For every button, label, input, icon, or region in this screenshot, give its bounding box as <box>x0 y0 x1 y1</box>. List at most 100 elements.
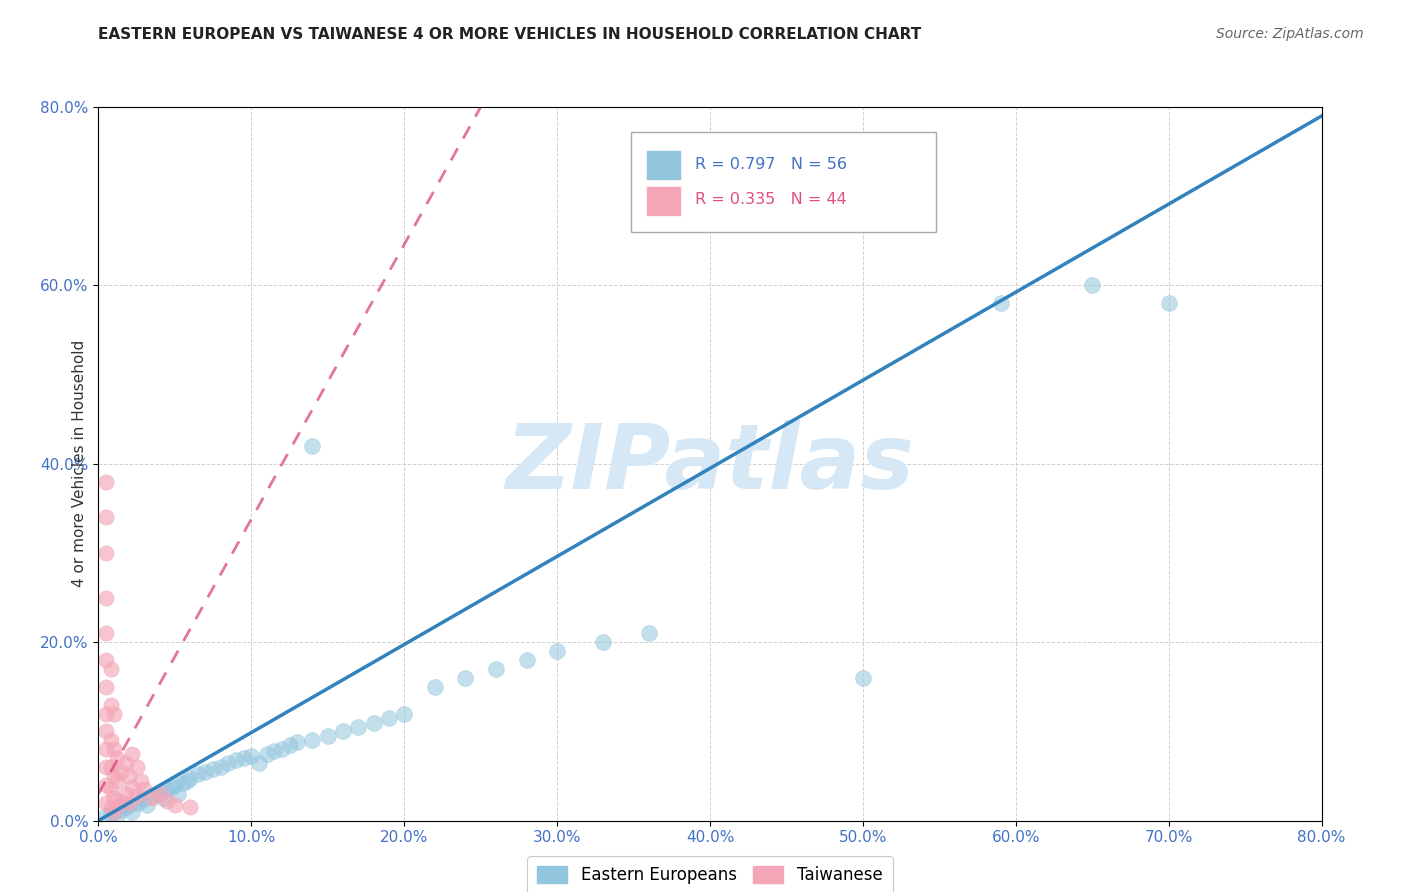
Point <box>94 742 117 756</box>
Point <box>179 800 201 814</box>
Point <box>115 800 138 814</box>
Point <box>94 510 117 524</box>
Point <box>100 662 122 676</box>
FancyBboxPatch shape <box>630 132 936 232</box>
Point <box>256 747 278 761</box>
Point <box>103 769 125 783</box>
Point <box>121 780 143 794</box>
Bar <box>647 150 681 180</box>
Point <box>1157 296 1180 310</box>
Point <box>115 787 138 801</box>
Point <box>94 475 117 489</box>
Point <box>103 805 125 819</box>
Point <box>149 787 172 801</box>
Point <box>110 803 132 817</box>
Point <box>121 747 143 761</box>
Point <box>156 794 179 808</box>
Legend: Eastern Europeans, Taiwanese: Eastern Europeans, Taiwanese <box>527 856 893 892</box>
Point <box>160 780 183 794</box>
Point <box>546 644 568 658</box>
Point <box>103 805 125 819</box>
Point <box>347 720 370 734</box>
Point <box>105 773 128 788</box>
Point <box>94 680 117 694</box>
Point <box>270 742 292 756</box>
Point <box>990 296 1012 310</box>
Point <box>278 738 301 752</box>
Point <box>129 794 152 808</box>
Point <box>217 756 239 770</box>
Point <box>100 782 122 797</box>
Point <box>179 771 201 785</box>
Point <box>149 785 172 799</box>
Point <box>125 789 148 803</box>
Point <box>225 753 247 767</box>
Point <box>125 796 148 810</box>
Point <box>156 782 179 797</box>
Point <box>172 776 194 790</box>
Point <box>118 769 141 783</box>
Text: EASTERN EUROPEAN VS TAIWANESE 4 OR MORE VEHICLES IN HOUSEHOLD CORRELATION CHART: EASTERN EUROPEAN VS TAIWANESE 4 OR MORE … <box>98 27 922 42</box>
Point <box>378 711 401 725</box>
Point <box>105 797 128 812</box>
Point <box>100 733 122 747</box>
Point <box>94 809 117 823</box>
Point <box>363 715 385 730</box>
Point <box>105 751 128 765</box>
Point <box>423 680 446 694</box>
Point <box>176 773 198 788</box>
Point <box>301 439 323 453</box>
Point <box>316 729 339 743</box>
Point <box>263 744 285 758</box>
Point <box>103 706 125 721</box>
Point <box>125 760 148 774</box>
Point <box>103 742 125 756</box>
Point <box>136 797 159 812</box>
Point <box>152 791 174 805</box>
Point <box>454 671 477 685</box>
Point <box>94 706 117 721</box>
Point <box>134 791 156 805</box>
Point <box>115 756 138 770</box>
Point <box>141 789 163 803</box>
Text: R = 0.797   N = 56: R = 0.797 N = 56 <box>696 157 848 171</box>
Point <box>94 760 117 774</box>
Point <box>100 698 122 712</box>
Y-axis label: 4 or more Vehicles in Household: 4 or more Vehicles in Household <box>72 340 87 588</box>
Point <box>852 671 875 685</box>
Point <box>240 749 263 764</box>
Point <box>301 733 323 747</box>
Point <box>163 797 186 812</box>
Point <box>121 805 143 819</box>
Point <box>94 778 117 792</box>
Point <box>167 787 190 801</box>
Point <box>100 806 122 821</box>
Point <box>110 794 132 808</box>
Point <box>118 796 141 810</box>
Point <box>592 635 614 649</box>
Point <box>94 591 117 605</box>
Point <box>637 626 661 640</box>
Point <box>100 760 122 774</box>
Point <box>392 706 416 721</box>
Point <box>194 764 217 779</box>
Point <box>94 724 117 739</box>
Point <box>134 782 156 797</box>
Point <box>332 724 354 739</box>
Point <box>100 800 122 814</box>
Point <box>110 764 132 779</box>
Text: ZIPatlas: ZIPatlas <box>506 420 914 508</box>
Point <box>118 797 141 812</box>
Point <box>485 662 508 676</box>
Point <box>94 796 117 810</box>
Point <box>516 653 538 667</box>
Point <box>202 762 225 776</box>
Point <box>163 778 186 792</box>
Point <box>187 767 209 781</box>
Point <box>285 735 308 749</box>
Point <box>94 546 117 560</box>
Point <box>232 751 254 765</box>
Point <box>145 787 167 801</box>
Point <box>247 756 270 770</box>
Point <box>209 760 232 774</box>
